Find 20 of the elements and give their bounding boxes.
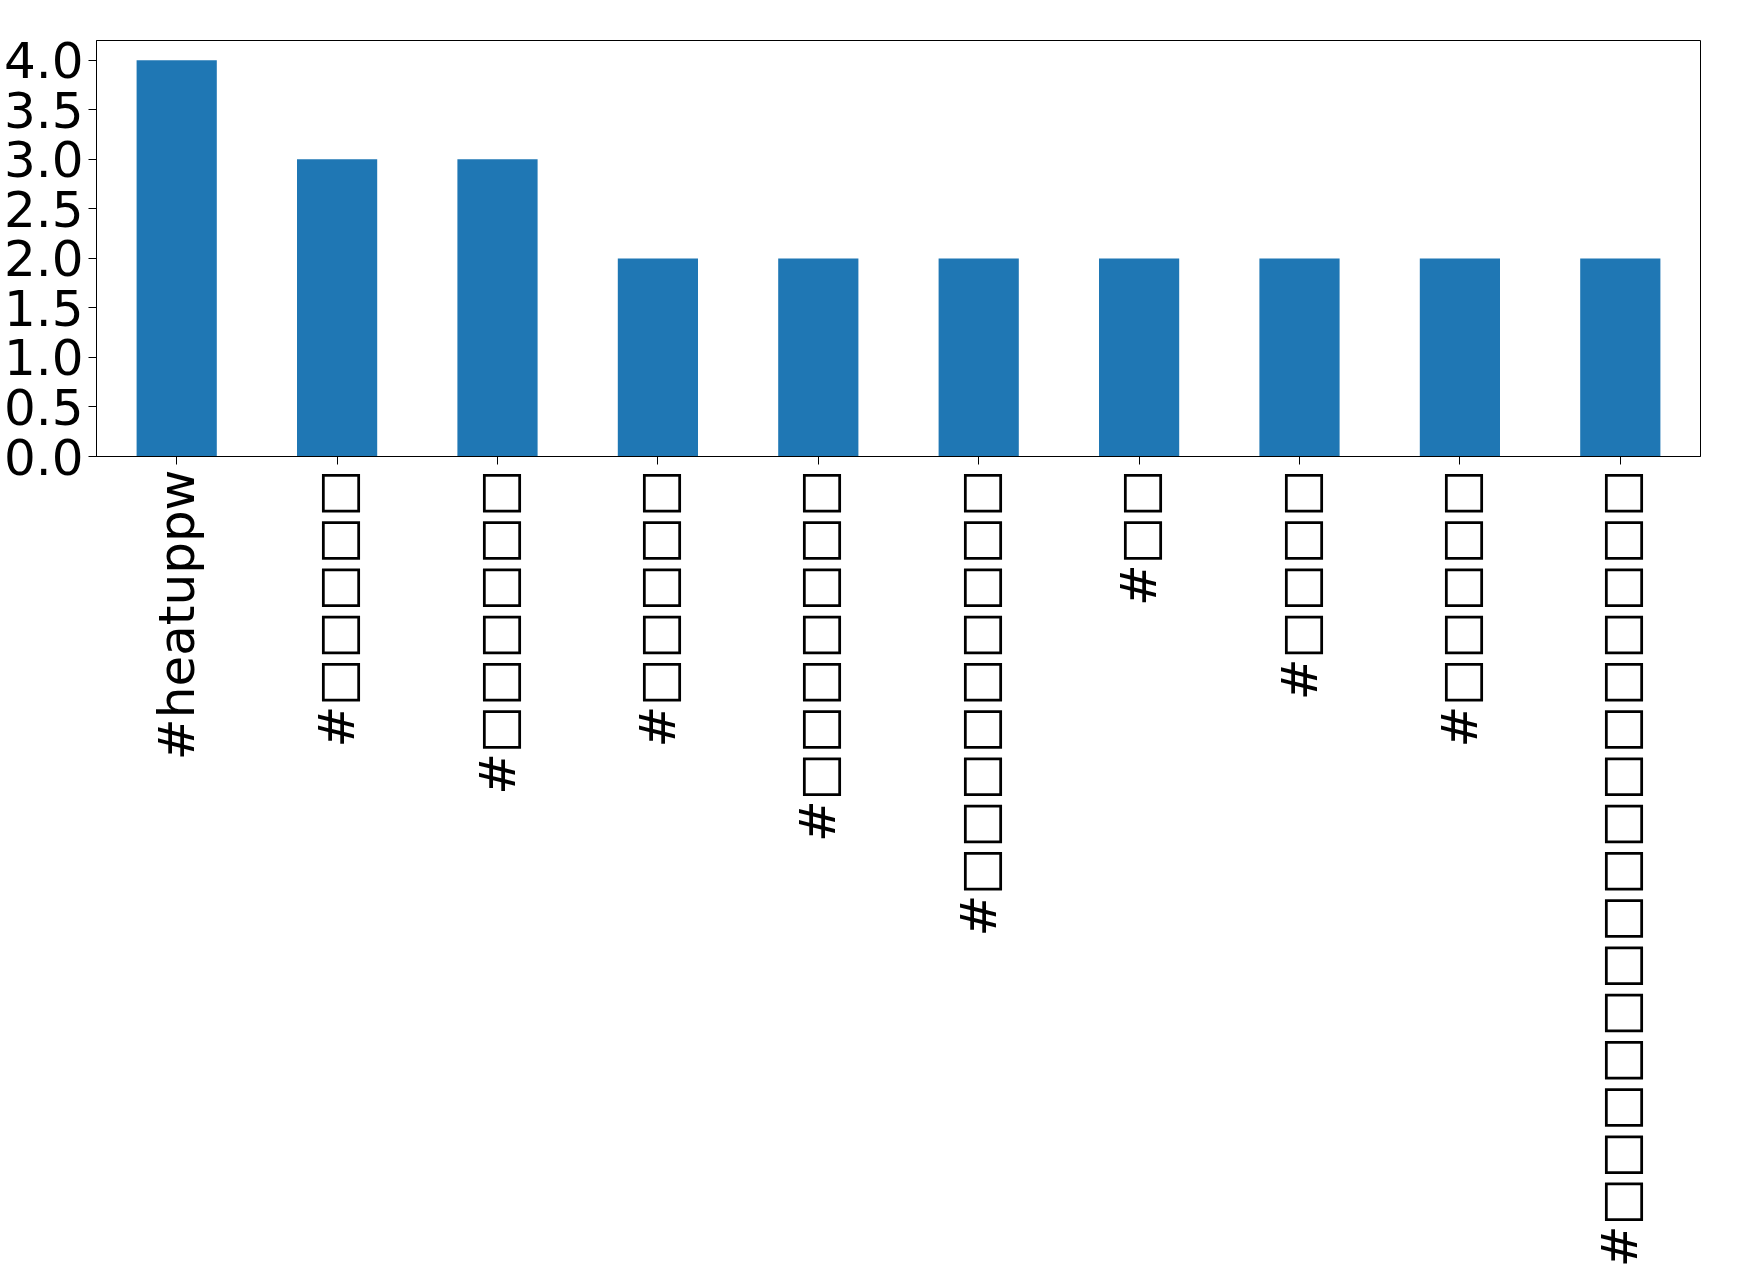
x-tick-label: #□□□□□ [628, 469, 687, 748]
bar [297, 159, 378, 457]
bar [1099, 258, 1180, 457]
bar [1259, 258, 1340, 457]
bar [1580, 258, 1661, 457]
bar [457, 159, 538, 457]
x-tick-label: #heatuppw [147, 469, 206, 761]
bar [617, 258, 698, 457]
x-tick-label: #□□□□□ [308, 469, 367, 748]
x-tick-label: #□□□□□□□□□ [949, 469, 1008, 937]
bar [778, 258, 859, 457]
x-tick-label: #□□ [1110, 469, 1169, 606]
x-tick-label: #□□□□ [1270, 469, 1329, 701]
x-tick-label: #□□□□□□□ [789, 469, 848, 843]
x-tick-label: #□□□□□□□□□□□□□□□□ [1591, 469, 1650, 1268]
x-tick-label: #□□□□□□ [468, 469, 527, 795]
bar [136, 60, 217, 457]
x-tick-label: #□□□□□ [1430, 469, 1489, 748]
bar [938, 258, 1019, 457]
bar [1419, 258, 1500, 457]
